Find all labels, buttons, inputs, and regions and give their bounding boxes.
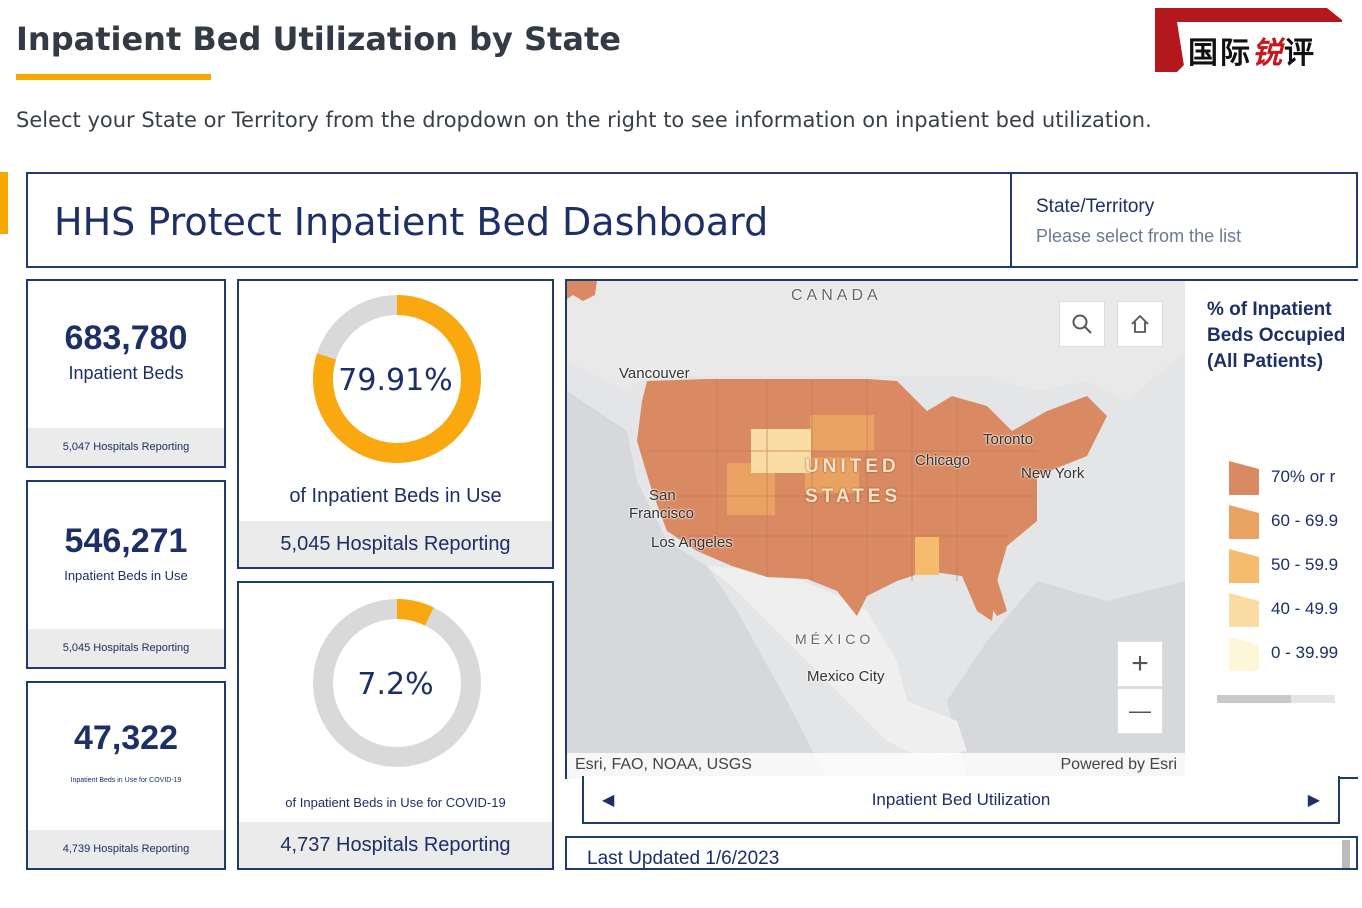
donut-percent: 79.91% (338, 363, 453, 398)
map-label-new-york: New York (1021, 465, 1085, 482)
donut-fill (313, 295, 481, 463)
page-subtitle: Select your State or Territory from the … (16, 108, 1152, 132)
attribution-esri[interactable]: Powered by Esri (1060, 756, 1178, 773)
logo (1155, 8, 1342, 72)
map-label-states: STATES (805, 486, 902, 507)
donut-fill (313, 599, 481, 767)
logo-text: 国际锐评 (1188, 36, 1316, 71)
map-attribution: Esri, FAO, NOAA, USGS Powered by Esri (567, 753, 1185, 779)
legend-label: 40 - 49.9 (1271, 599, 1339, 618)
donut-card-covid: 7.2% of Inpatient Beds in Use for COVID-… (237, 581, 554, 870)
tab-current-label[interactable]: Inpatient Bed Utilization (871, 790, 1051, 809)
last-updated-text: Last Updated 1/6/2023 (587, 848, 780, 869)
legend-label: 70% or r (1271, 467, 1336, 486)
legend-swatch (1229, 461, 1259, 495)
legend-swatch (1229, 593, 1259, 627)
stat-label: Inpatient Beds (68, 363, 184, 383)
state-selector-panel: State/Territory Please select from the l… (1010, 172, 1358, 268)
stat-footer: 5,045 Hospitals Reporting (28, 629, 224, 667)
map-label-toronto: Toronto (983, 431, 1034, 448)
legend-swatch (1229, 505, 1259, 539)
donut-card-beds-in-use: 79.91% of Inpatient Beds in Use 5,045 Ho… (237, 279, 554, 569)
map-label-mexico-city: Mexico City (807, 668, 885, 685)
state-label: State/Territory (1036, 196, 1155, 217)
legend-swatch (1229, 637, 1259, 671)
donut-footer: 5,045 Hospitals Reporting (239, 521, 552, 567)
legend-title: % of Inpatient Beds Occupied (All Patien… (1207, 299, 1346, 372)
tab-next-button[interactable]: ▶ (1307, 792, 1320, 809)
dashboard-header: HHS Protect Inpatient Bed Dashboard (26, 172, 1012, 268)
attribution-sources: Esri, FAO, NOAA, USGS (575, 756, 752, 773)
map-zoom-out-button[interactable]: — (1117, 688, 1163, 734)
map-label-vancouver: Vancouver (619, 365, 690, 382)
page-title: Inpatient Bed Utilization by State (16, 20, 621, 58)
map-label-san-francisco: San (649, 487, 676, 504)
donut-chart (313, 599, 481, 767)
stat-value: 683,780 (64, 319, 188, 357)
map-search-button[interactable] (1059, 301, 1105, 347)
home-icon (1131, 314, 1149, 333)
donut-chart (313, 295, 481, 463)
stat-footer: 5,047 Hospitals Reporting (28, 428, 224, 466)
map-label-united: UNITED (805, 456, 900, 477)
map-label-chicago: Chicago (915, 452, 971, 469)
donut-percent: 7.2% (357, 667, 434, 702)
tab-prev-button[interactable]: ◀ (602, 792, 615, 809)
stat-card-beds-in-use: 546,271 Inpatient Beds in Use 5,045 Hosp… (26, 480, 226, 669)
stat-label: Inpatient Beds in Use for COVID-19 (70, 777, 182, 784)
legend-label: 0 - 39.99 (1271, 643, 1339, 662)
stat-value: 47,322 (74, 719, 178, 757)
legend-label: 60 - 69.9 (1271, 511, 1339, 530)
legend-swatch (1229, 549, 1259, 583)
donut-label: of Inpatient Beds in Use for COVID-19 (285, 795, 506, 810)
stat-card-inpatient-beds: 683,780 Inpatient Beds 5,047 Hospitals R… (26, 279, 226, 468)
map-label-los-angeles: Los Angeles (651, 534, 733, 551)
last-updated-panel: Last Updated 1/6/2023 (565, 836, 1358, 870)
donut-label: of Inpatient Beds in Use (289, 485, 502, 507)
legend-scrollbar[interactable] (1217, 695, 1335, 703)
legend-scrollbar-thumb[interactable] (1217, 695, 1291, 703)
stat-value: 546,271 (64, 522, 188, 560)
map-label-canada: CANADA (791, 287, 882, 304)
map-home-button[interactable] (1117, 301, 1163, 347)
stat-card-covid-beds: 47,322 Inpatient Beds in Use for COVID-1… (26, 681, 226, 870)
donut-footer: 4,737 Hospitals Reporting (239, 822, 552, 868)
map-panel: CANADA Vancouver Toronto Chicago New Yor… (565, 279, 1358, 779)
search-icon (1072, 314, 1092, 334)
stat-label: Inpatient Beds in Use (64, 568, 188, 583)
map-canvas[interactable]: CANADA Vancouver Toronto Chicago New Yor… (567, 281, 1185, 779)
map-label-mexico: MÉXICO (795, 631, 875, 647)
legend-label: 50 - 59.9 (1271, 555, 1339, 574)
map-label-san-francisco-2: Francisco (629, 505, 695, 522)
stat-footer: 4,739 Hospitals Reporting (28, 830, 224, 868)
map-tab-bar: ◀ Inpatient Bed Utilization ▶ (582, 776, 1340, 824)
dashboard-title: HHS Protect Inpatient Bed Dashboard (54, 200, 769, 244)
last-updated-scrollbar[interactable] (1342, 840, 1350, 868)
map-basemap (567, 281, 1185, 779)
left-accent-bar (0, 172, 8, 234)
map-zoom-in-button[interactable]: + (1117, 641, 1163, 687)
state-dropdown[interactable]: Please select from the list (1036, 226, 1242, 246)
title-underline (16, 74, 211, 80)
